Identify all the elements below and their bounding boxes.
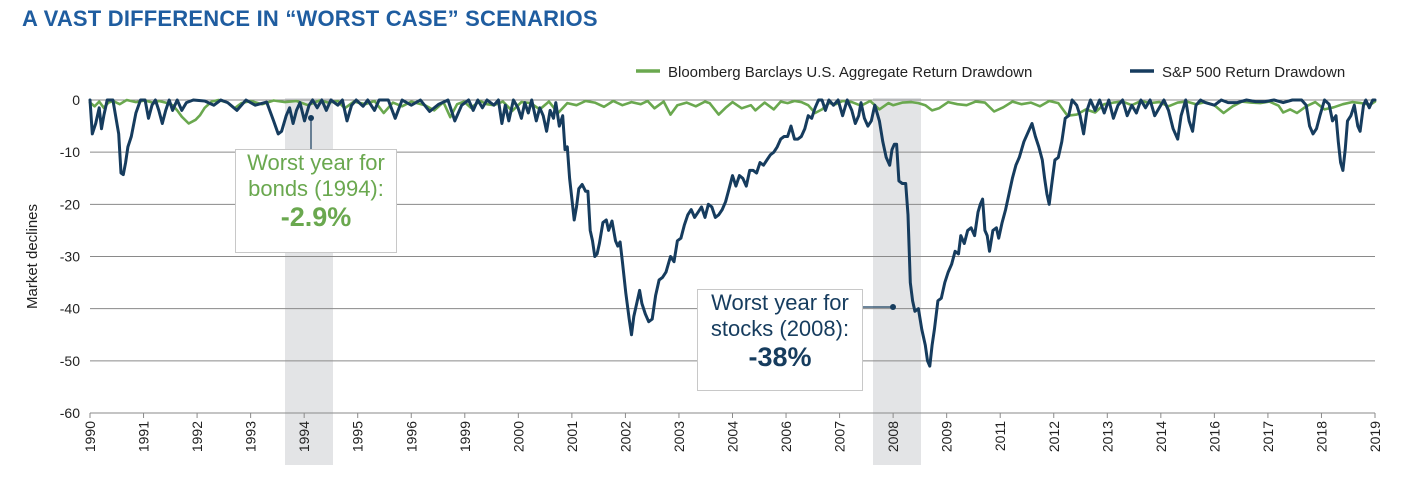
x-tick-label: 2019 [1367, 421, 1383, 452]
legend-label-stocks: S&P 500 Return Drawdown [1162, 64, 1345, 81]
x-tick-label: 2007 [832, 421, 848, 452]
x-tick-label: 2011 [992, 421, 1008, 451]
x-tick-label: 2002 [617, 421, 633, 452]
chart-title: A VAST DIFFERENCE IN “WORST CASE” SCENAR… [22, 6, 598, 31]
x-tick-label: 2016 [1206, 421, 1222, 452]
x-tick-label: 2013 [1099, 421, 1115, 452]
callout-stocks-value: -38% [748, 341, 812, 372]
y-tick-label: -40 [60, 301, 80, 317]
x-tick-label: 2001 [564, 421, 580, 452]
y-tick-label: -20 [60, 196, 80, 212]
x-tick-label: 2004 [725, 421, 741, 452]
x-tick-label: 1993 [243, 421, 259, 452]
x-tick-label: 2008 [885, 421, 901, 452]
y-axis-label: Market declines [24, 204, 41, 309]
y-tick-label: -60 [60, 405, 80, 421]
x-tick-label: 2009 [939, 421, 955, 452]
callout-bonds: Worst year for bonds (1994): -2.9% [235, 149, 397, 253]
x-tick-label: 2012 [1046, 421, 1062, 452]
callout-bonds-value: -2.9% [280, 201, 352, 232]
x-tick-label: 2000 [510, 421, 526, 452]
callout-stocks: Worst year for stocks (2008): -38% [697, 289, 863, 391]
x-tick-label: 1996 [403, 421, 419, 452]
callout-bonds-text: Worst year for bonds (1994): [247, 150, 385, 201]
axis-layer: 0 -10 -20 -30 -40 -50 -60 Market declines 1990 19… [24, 92, 1383, 452]
callout-stocks-text: Worst year for stocks (2008): [710, 290, 850, 341]
legend-layer: Bloomberg Barclays U.S. Aggregate Return… [636, 64, 1345, 81]
leader-dot-bonds [308, 115, 314, 121]
leader-dot-stocks [890, 304, 896, 310]
y-tick-label: 0 [72, 92, 80, 108]
x-tick-label: 1992 [189, 421, 205, 452]
x-tick-label: 1999 [457, 421, 473, 452]
x-tick-label: 2014 [1153, 421, 1169, 452]
x-tick-label: 1994 [296, 421, 312, 452]
x-tick-label: 1991 [136, 421, 152, 452]
x-tick-label: 1990 [82, 421, 98, 452]
legend-label-bonds: Bloomberg Barclays U.S. Aggregate Return… [668, 64, 1032, 81]
x-tick-label: 2017 [1260, 421, 1276, 452]
series-layer [88, 98, 1377, 368]
y-tick-label: -10 [60, 144, 80, 160]
y-tick-label: -30 [60, 249, 80, 265]
x-tick-label: 2018 [1313, 421, 1329, 452]
x-tick-label: 2006 [778, 421, 794, 452]
x-tick-label: 1995 [350, 421, 366, 452]
x-tick-label: 2003 [671, 421, 687, 452]
series-line-stocks [88, 98, 1377, 368]
y-tick-label: -50 [60, 353, 80, 369]
